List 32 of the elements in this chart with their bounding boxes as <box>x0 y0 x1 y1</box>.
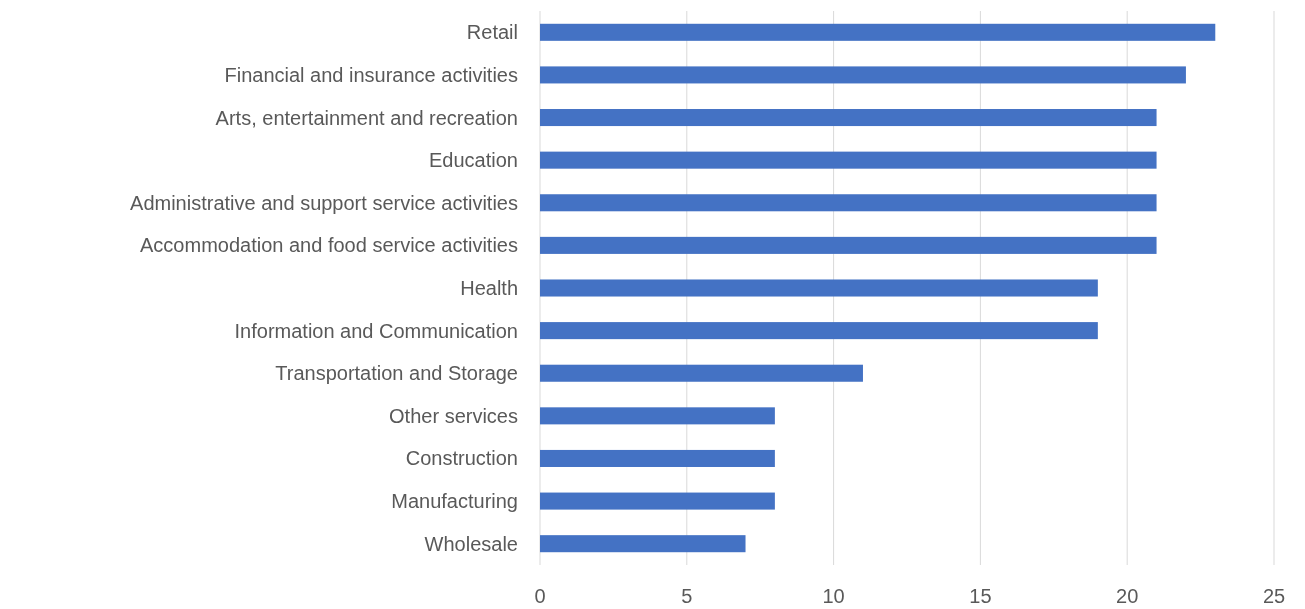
x-tick-label: 25 <box>1262 585 1286 607</box>
bar <box>540 279 1098 297</box>
bar <box>540 449 775 467</box>
y-tick-label: Education <box>429 149 518 172</box>
y-tick-label: Transportation and Storage <box>275 362 518 385</box>
x-tick-label: 0 <box>534 585 546 607</box>
x-tick-label: 10 <box>822 585 845 607</box>
bar <box>540 535 746 553</box>
y-tick-label: Manufacturing <box>391 490 518 513</box>
x-tick-label: 15 <box>969 585 992 607</box>
bar <box>540 236 1157 254</box>
y-tick-label: Retail <box>466 21 518 44</box>
bar <box>540 66 1186 84</box>
bar <box>540 194 1157 212</box>
x-tick-label: 20 <box>1116 585 1139 607</box>
y-tick-label: Health <box>460 277 518 299</box>
y-tick-label: Arts, entertainment and recreation <box>215 106 518 129</box>
y-tick-label: Construction <box>405 447 518 470</box>
bar <box>540 322 1098 340</box>
bar <box>540 109 1157 127</box>
y-tick-label: Wholesale <box>424 532 518 555</box>
bar <box>540 492 775 510</box>
y-tick-label: Other services <box>389 404 518 427</box>
y-tick-label: Financial and insurance activities <box>224 63 518 86</box>
bar <box>540 407 775 425</box>
x-tick-label: 5 <box>681 585 693 607</box>
y-tick-label: Information and Communication <box>234 319 518 342</box>
bar <box>540 364 863 382</box>
y-tick-label: Accommodation and food service activities <box>140 234 518 257</box>
bar <box>540 151 1157 169</box>
bar <box>540 23 1216 41</box>
y-tick-label: Administrative and support service activities <box>130 191 518 214</box>
